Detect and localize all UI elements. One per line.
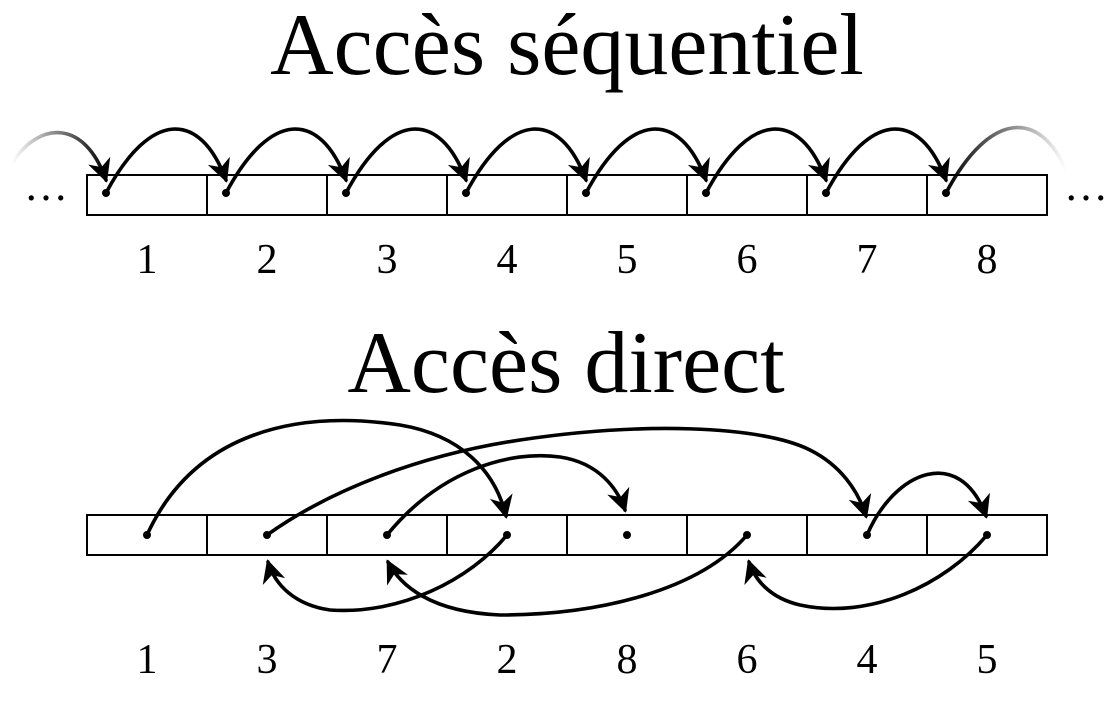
sequential-dot [942, 189, 950, 197]
sequential-dot [822, 189, 830, 197]
sequential-arrow [824, 127, 950, 195]
direct-dot [983, 531, 991, 539]
sequential-dot [582, 189, 590, 197]
direct-dot [623, 531, 631, 539]
sequential-label: 5 [617, 237, 638, 283]
sequential-dot [462, 189, 470, 197]
sequential-dot [102, 189, 110, 197]
sequential-arrow [584, 127, 710, 195]
direct-arrow-3-to-4 [265, 426, 872, 537]
direct-dot [143, 531, 151, 539]
sequential-label: 6 [737, 237, 758, 283]
direct-label: 5 [977, 637, 998, 683]
sequential-arrow [104, 127, 230, 195]
sequential-arrow [224, 127, 350, 195]
direct-arrow-7-to-8 [385, 453, 630, 537]
sequential-title: Accès séquentiel [270, 0, 864, 94]
sequential-ellipsis-left: … [24, 161, 68, 210]
direct-dot [503, 531, 511, 539]
sequential-arrow [464, 127, 590, 195]
direct-label: 6 [737, 637, 758, 683]
sequential-arrow [344, 127, 470, 195]
sequential-label: 4 [497, 237, 518, 283]
sequential-label: 8 [977, 237, 998, 283]
direct-arrow-1-to-2 [145, 418, 513, 537]
direct-label: 3 [257, 637, 278, 683]
sequential-ellipsis-right: … [1064, 161, 1108, 210]
direct-title: Accès direct [347, 315, 784, 412]
sequential-arrows [104, 127, 950, 195]
direct-arrow-2-to-3 [262, 533, 509, 613]
sequential-label: 7 [857, 237, 878, 283]
direct-arrow-5-to-6 [744, 533, 989, 611]
sequential-dot [702, 189, 710, 197]
sequential-label: 3 [377, 237, 398, 283]
direct-labels: 1 3 7 2 8 6 4 5 [137, 637, 998, 683]
sequential-arrow [704, 127, 830, 195]
direct-label: 7 [377, 637, 398, 683]
direct-label: 4 [857, 637, 878, 683]
direct-dot [863, 531, 871, 539]
direct-arrow-6-to-7 [386, 533, 749, 617]
sequential-dot [342, 189, 350, 197]
direct-label: 1 [137, 637, 158, 683]
direct-memory-strip [86, 514, 1048, 556]
direct-dot [743, 531, 751, 539]
sequential-outgoing-arrow [944, 125, 1068, 195]
direct-dot [263, 531, 271, 539]
direct-label: 2 [497, 637, 518, 683]
sequential-dot [222, 189, 230, 197]
sequential-incoming-arrow [10, 130, 111, 183]
direct-label: 8 [617, 637, 638, 683]
sequential-pointer-dots [102, 189, 950, 197]
sequential-labels: 1 2 3 4 5 6 7 8 [137, 237, 998, 283]
sequential-label: 2 [257, 237, 278, 283]
direct-dot [383, 531, 391, 539]
direct-pointer-dots [143, 531, 991, 539]
direct-arrows [145, 418, 990, 617]
direct-arrow-4-to-5 [865, 471, 990, 537]
sequential-label: 1 [137, 237, 158, 283]
